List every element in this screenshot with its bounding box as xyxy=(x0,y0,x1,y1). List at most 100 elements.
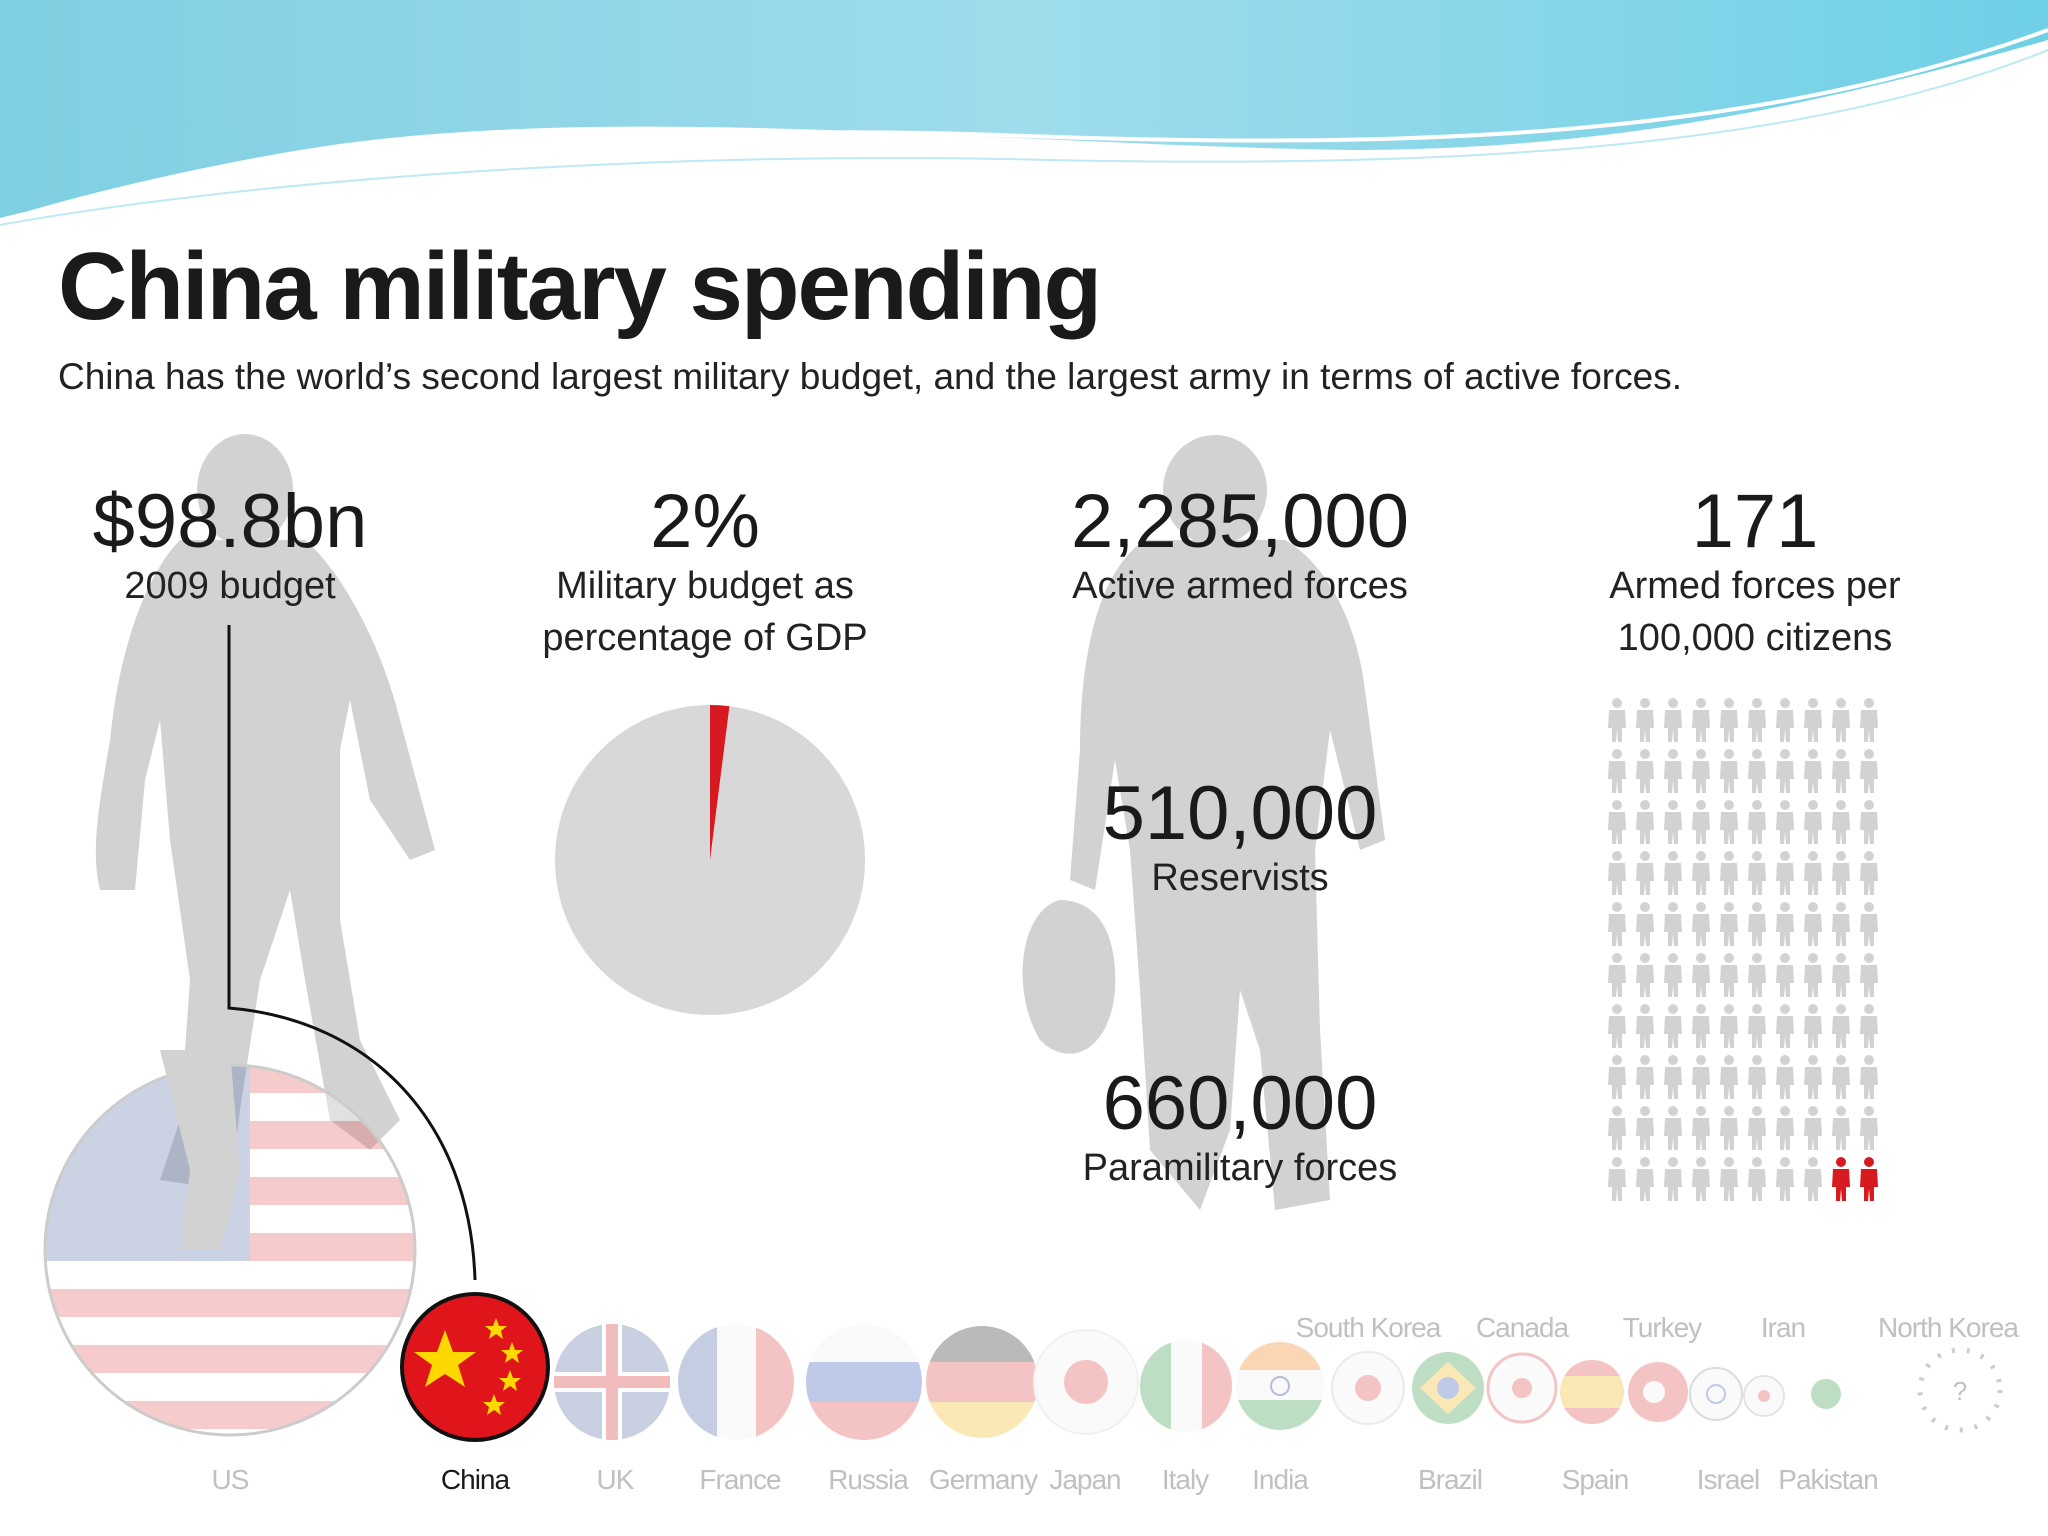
country-label-south-korea: South Korea xyxy=(1295,1312,1442,1343)
russia-flag-icon xyxy=(806,1324,922,1440)
soldier-silhouette-icon xyxy=(1022,435,1385,1210)
person-icon xyxy=(1720,1004,1738,1048)
person-icon xyxy=(1720,800,1738,844)
person-icon xyxy=(1776,749,1794,793)
country-label-turkey: Turkey xyxy=(1622,1312,1703,1343)
person-icon xyxy=(1664,749,1682,793)
country-label-uk: UK xyxy=(596,1464,635,1495)
country-label-china: China xyxy=(440,1464,510,1495)
person-icon xyxy=(1692,1157,1710,1201)
person-icon xyxy=(1692,902,1710,946)
person-icon xyxy=(1692,698,1710,742)
person-icon xyxy=(1832,902,1850,946)
person-icon-highlighted xyxy=(1832,1157,1850,1201)
japan-flag-icon xyxy=(1033,1329,1139,1435)
person-icon xyxy=(1860,953,1878,997)
person-icon xyxy=(1860,749,1878,793)
pakistan-flag-icon xyxy=(1811,1379,1841,1409)
brazil-flag-icon xyxy=(1412,1352,1484,1424)
budget-label: 2009 budget xyxy=(124,565,336,607)
country-label-japan: Japan xyxy=(1049,1464,1121,1495)
person-icon xyxy=(1692,1004,1710,1048)
person-icon xyxy=(1804,1106,1822,1150)
person-icon xyxy=(1804,1004,1822,1048)
reservists-value: 510,000 xyxy=(1102,771,1378,856)
person-icon xyxy=(1748,1055,1766,1099)
canada-flag-icon xyxy=(1486,1352,1558,1424)
person-icon xyxy=(1720,1106,1738,1150)
turkey-flag-icon xyxy=(1628,1362,1688,1422)
person-icon xyxy=(1748,902,1766,946)
person-icon xyxy=(1636,1106,1654,1150)
country-label-israel: Israel xyxy=(1696,1464,1760,1495)
person-icon xyxy=(1636,800,1654,844)
country-label-canada: Canada xyxy=(1475,1312,1569,1343)
uk-flag-icon xyxy=(554,1324,670,1440)
person-icon xyxy=(1860,902,1878,946)
country-label-iran: Iran xyxy=(1760,1312,1806,1343)
person-icon xyxy=(1832,851,1850,895)
country-label-france: France xyxy=(699,1464,781,1495)
person-icon xyxy=(1664,698,1682,742)
person-icon xyxy=(1804,902,1822,946)
gdp-label-line2: percentage of GDP xyxy=(542,617,868,659)
pie-military-slice xyxy=(710,705,730,860)
person-icon xyxy=(1608,749,1626,793)
person-icon xyxy=(1720,698,1738,742)
person-icon xyxy=(1832,698,1850,742)
person-icon xyxy=(1804,953,1822,997)
per-capita-label-line1: Armed forces per xyxy=(1609,565,1901,607)
person-icon xyxy=(1832,1106,1850,1150)
person-icon xyxy=(1720,1055,1738,1099)
person-icon xyxy=(1748,1157,1766,1201)
person-icon xyxy=(1776,851,1794,895)
person-icon xyxy=(1636,1004,1654,1048)
person-icon-highlighted xyxy=(1860,1157,1878,1201)
person-icon xyxy=(1804,1055,1822,1099)
page-title: China military spending xyxy=(58,233,1102,340)
france-flag-icon xyxy=(678,1324,794,1440)
person-icon xyxy=(1664,953,1682,997)
person-icon xyxy=(1664,800,1682,844)
country-label-pakistan: Pakistan xyxy=(1778,1464,1878,1495)
person-icon xyxy=(1636,953,1654,997)
person-icon xyxy=(1748,1004,1766,1048)
spain-flag-icon xyxy=(1560,1360,1624,1424)
person-icon xyxy=(1636,698,1654,742)
person-icon xyxy=(1804,698,1822,742)
person-icon xyxy=(1860,851,1878,895)
header-wave-decoration xyxy=(0,0,2048,226)
person-icon xyxy=(1692,1106,1710,1150)
person-icon xyxy=(1832,749,1850,793)
person-icon xyxy=(1636,902,1654,946)
person-icon xyxy=(1832,800,1850,844)
per-capita-value: 171 xyxy=(1691,479,1819,564)
person-icon xyxy=(1608,953,1626,997)
germany-flag-icon xyxy=(926,1326,1038,1438)
country-label-india: India xyxy=(1252,1464,1309,1495)
country-label-spain: Spain xyxy=(1561,1464,1630,1495)
us-flag-icon xyxy=(43,1050,417,1437)
active-forces-label: Active armed forces xyxy=(1072,565,1408,607)
person-icon xyxy=(1720,953,1738,997)
person-icon xyxy=(1804,800,1822,844)
person-icon xyxy=(1608,1004,1626,1048)
person-icon xyxy=(1692,851,1710,895)
country-label-germany: Germany xyxy=(928,1464,1038,1495)
person-icon xyxy=(1608,800,1626,844)
person-icon xyxy=(1776,698,1794,742)
person-icon xyxy=(1748,953,1766,997)
person-icon xyxy=(1664,1055,1682,1099)
person-icon xyxy=(1664,902,1682,946)
country-label-us: US xyxy=(211,1464,250,1495)
person-icon xyxy=(1776,1106,1794,1150)
person-icon xyxy=(1664,1004,1682,1048)
soldier-silhouette-icon xyxy=(95,434,436,1190)
country-label-italy: Italy xyxy=(1161,1464,1209,1495)
person-icon xyxy=(1608,1106,1626,1150)
china-flag-icon xyxy=(400,1292,550,1442)
country-label-russia: Russia xyxy=(828,1464,909,1495)
country-label-north-korea: North Korea xyxy=(1878,1312,2019,1343)
person-icon xyxy=(1832,953,1850,997)
person-icon xyxy=(1692,800,1710,844)
